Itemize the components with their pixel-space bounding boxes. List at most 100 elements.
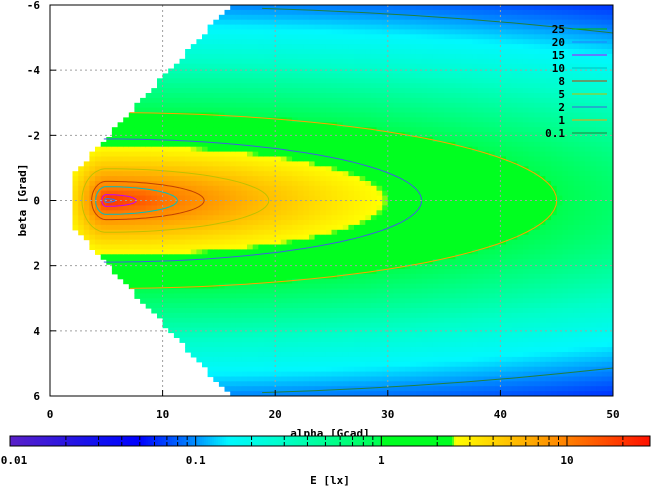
heatmap-cell xyxy=(376,195,383,202)
heatmap-cell xyxy=(415,5,423,11)
heatmap-cell xyxy=(297,303,304,309)
heatmap-cell xyxy=(461,210,468,216)
heatmap-cell xyxy=(190,107,197,114)
heatmap-cell xyxy=(461,19,468,26)
heatmap-cell xyxy=(190,141,197,148)
heatmap-cell xyxy=(331,229,338,236)
heatmap-cell xyxy=(410,83,417,89)
heatmap-cell xyxy=(421,322,428,329)
heatmap-cell xyxy=(410,308,417,314)
heatmap-cell xyxy=(320,185,327,192)
heatmap-cell xyxy=(466,44,473,50)
heatmap-cell xyxy=(337,288,344,294)
heatmap-cell xyxy=(444,220,451,226)
heatmap-cell xyxy=(444,34,451,40)
heatmap-cell xyxy=(438,58,445,65)
heatmap-cell xyxy=(263,156,271,162)
heatmap-cell xyxy=(280,200,287,206)
heatmap-cell xyxy=(404,200,411,206)
heatmap-cell xyxy=(128,220,135,226)
heatmap-cell xyxy=(365,342,372,348)
heatmap-cell xyxy=(297,44,304,50)
heatmap-cell xyxy=(348,161,355,167)
heatmap-cell xyxy=(280,210,287,216)
heatmap-cell xyxy=(449,259,456,265)
heatmap-cell xyxy=(78,185,85,192)
heatmap-cell xyxy=(415,88,423,94)
heatmap-cell xyxy=(376,68,383,74)
heatmap-cell xyxy=(331,327,338,334)
heatmap-cell xyxy=(370,137,378,143)
heatmap-cell xyxy=(207,102,214,109)
heatmap-cell xyxy=(247,19,254,26)
heatmap-cell xyxy=(376,166,383,172)
heatmap-cell xyxy=(151,220,158,226)
heatmap-cell xyxy=(404,317,411,324)
heatmap-cell xyxy=(224,127,231,133)
heatmap-cell xyxy=(241,293,248,299)
heatmap-cell xyxy=(477,308,485,314)
heatmap-cell xyxy=(275,24,282,31)
heatmap-cell xyxy=(477,171,485,177)
heatmap-cell xyxy=(472,156,479,162)
heatmap-cell xyxy=(472,293,479,299)
heatmap-cell xyxy=(387,127,394,133)
heatmap-cell xyxy=(247,205,254,211)
heatmap-cell xyxy=(162,112,169,118)
heatmap-cell xyxy=(472,9,479,16)
heatmap-cell xyxy=(309,107,316,114)
heatmap-cell xyxy=(466,181,473,187)
heatmap-cell xyxy=(365,49,372,55)
heatmap-cell xyxy=(387,293,394,299)
heatmap-cell xyxy=(438,342,445,348)
heatmap-cell xyxy=(269,107,276,114)
heatmap-cell xyxy=(196,132,203,138)
heatmap-cell xyxy=(297,24,304,31)
heatmap-cell xyxy=(438,273,445,280)
heatmap-cell xyxy=(247,376,254,382)
heatmap-cell xyxy=(128,156,135,162)
heatmap-cell xyxy=(472,361,479,368)
heatmap-cell xyxy=(224,29,231,35)
heatmap-cell xyxy=(280,229,287,236)
heatmap-cell xyxy=(190,215,197,221)
heatmap-cell xyxy=(123,249,130,255)
heatmap-cell xyxy=(399,195,406,202)
heatmap-cell xyxy=(477,224,485,231)
heatmap-cell xyxy=(477,229,485,236)
heatmap-cell xyxy=(309,83,316,89)
heatmap-cell xyxy=(185,283,192,290)
heatmap-cell xyxy=(472,73,479,79)
heatmap-cell xyxy=(297,337,304,343)
heatmap-cell xyxy=(173,224,181,231)
heatmap-cell xyxy=(297,366,304,373)
heatmap-cell xyxy=(269,176,276,182)
heatmap-cell xyxy=(292,288,299,294)
heatmap-cell xyxy=(218,259,226,265)
heatmap-cell xyxy=(410,53,417,60)
heatmap-cell xyxy=(348,356,355,363)
heatmap-cell xyxy=(269,205,276,211)
heatmap-cell xyxy=(477,166,485,172)
heatmap-cell xyxy=(173,166,181,172)
heatmap-cell xyxy=(117,127,124,133)
heatmap-cell xyxy=(196,342,203,348)
heatmap-cell xyxy=(365,63,372,70)
heatmap-cell xyxy=(427,171,434,177)
heatmap-cell xyxy=(185,264,192,270)
heatmap-cell xyxy=(354,63,361,70)
heatmap-cell xyxy=(218,161,226,167)
heatmap-cell xyxy=(258,293,265,299)
heatmap-cell xyxy=(404,190,411,197)
heatmap-cell xyxy=(230,293,237,299)
heatmap-cell xyxy=(151,254,158,260)
heatmap-cell xyxy=(128,195,135,202)
heatmap-cell xyxy=(489,234,496,241)
heatmap-cell xyxy=(387,322,394,329)
heatmap-cell xyxy=(449,73,456,79)
heatmap-cell xyxy=(280,93,287,99)
heatmap-cell xyxy=(342,239,349,246)
heatmap-cell xyxy=(370,73,378,79)
heatmap-cell xyxy=(461,146,468,153)
heatmap-cell xyxy=(354,5,361,11)
